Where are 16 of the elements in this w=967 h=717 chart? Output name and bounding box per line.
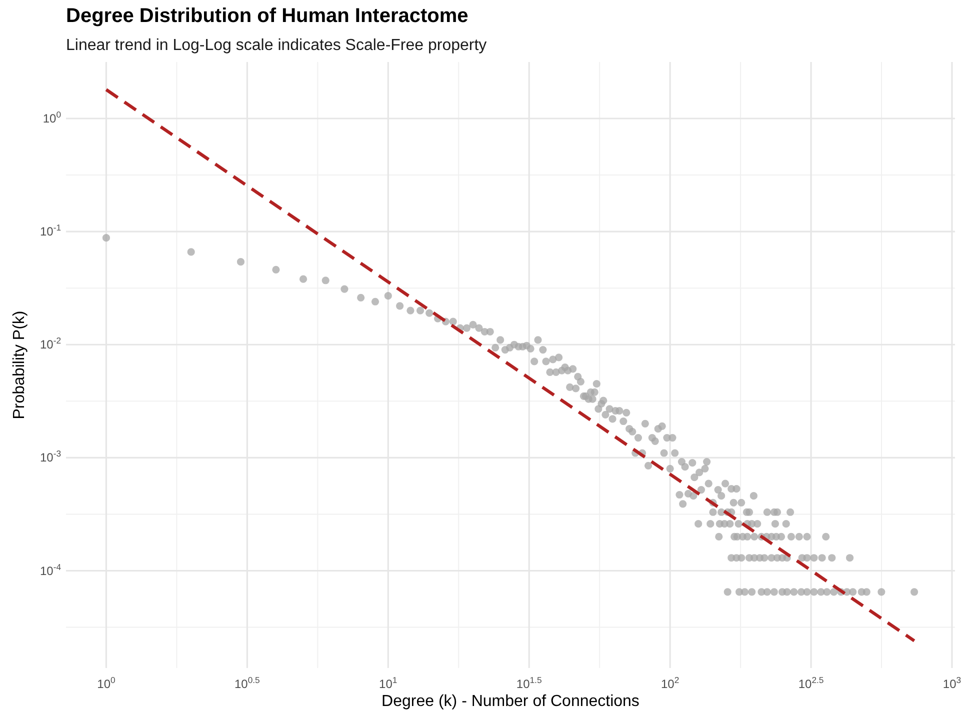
- x-tick-label: 10$^{0.5}$: [234, 675, 260, 691]
- chart-title: Degree Distribution of Human Interactome: [66, 5, 468, 27]
- x-tick-label: 10$^{3}$: [942, 675, 962, 691]
- x-tick-label: 10$^{1}$: [379, 675, 398, 691]
- x-tick-label: 10$^{1.5}$: [516, 675, 542, 691]
- chart-subtitle: Linear trend in Log-Log scale indicates Scale-Free property: [66, 37, 487, 54]
- y-axis-title: Probability P(k): [11, 310, 28, 420]
- y-tick-label: 10$^{-1}$: [40, 222, 62, 239]
- y-tick-label: 10$^{0}$: [42, 109, 62, 126]
- x-tick-label: 10$^{2.5}$: [798, 675, 824, 691]
- y-tick-label: 10$^{-3}$: [40, 448, 62, 465]
- y-tick-label: 10$^{-4}$: [40, 562, 62, 578]
- x-tick-label: 10$^{2}$: [660, 675, 680, 691]
- y-tick-label: 10$^{-2}$: [40, 336, 62, 352]
- x-tick-label: 10$^{0}$: [97, 675, 116, 691]
- x-axis-title: Degree (k) - Number of Connections: [382, 693, 640, 710]
